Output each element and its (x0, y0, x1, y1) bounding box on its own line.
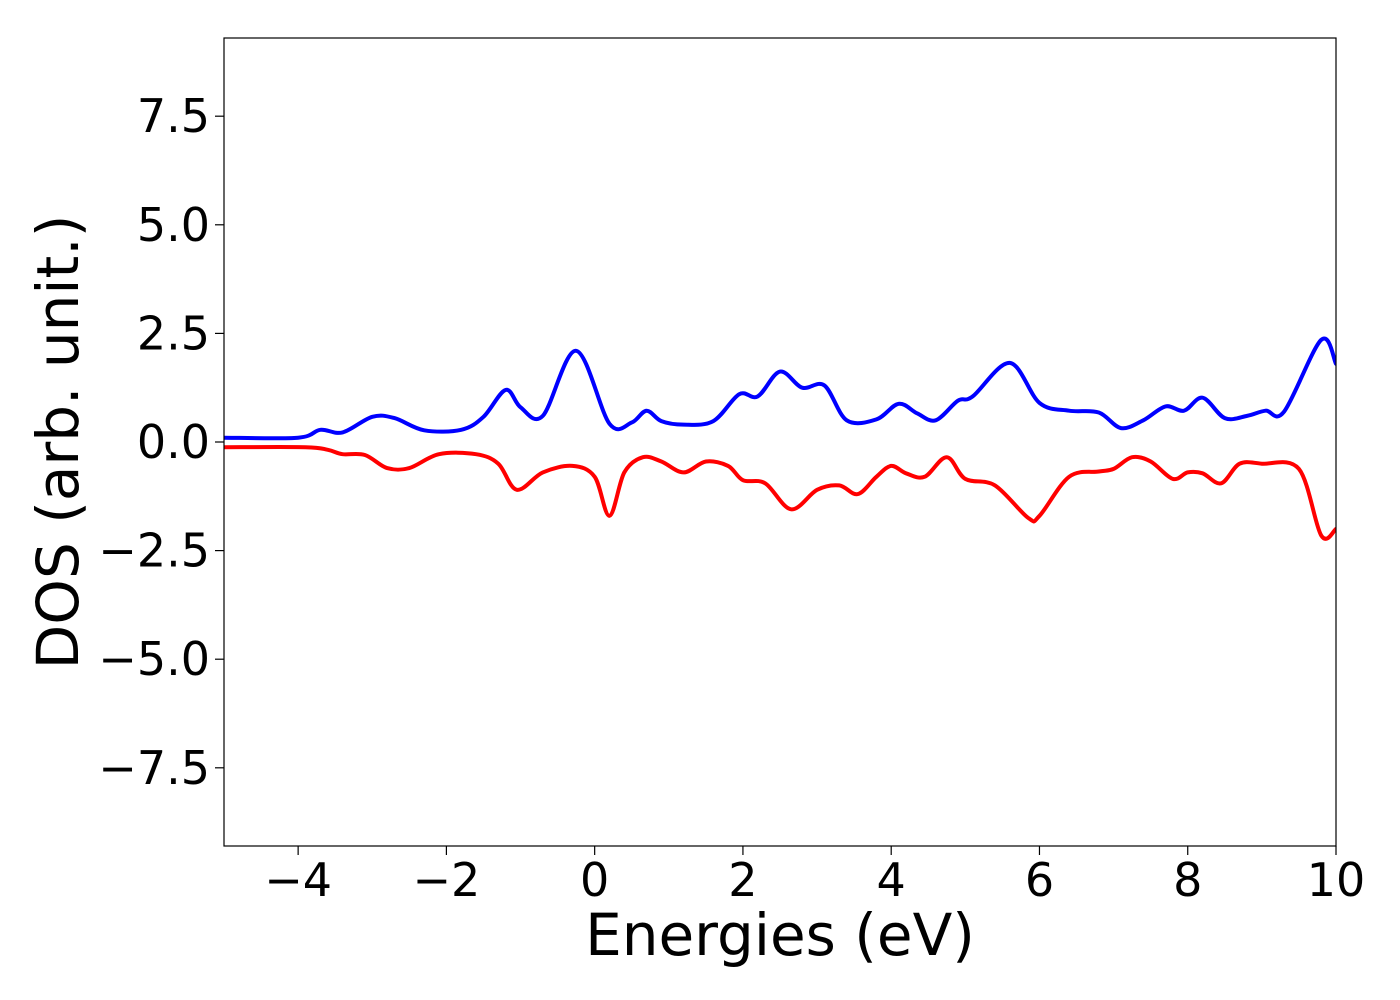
x-tick-label: 2 (728, 853, 757, 907)
y-tick-label: 0.0 (137, 415, 210, 469)
plot-background (224, 38, 1336, 846)
series-line-2 (224, 445, 1336, 541)
y-axis: 7.5 5.0 2.5 0.0 −2.5 −5.0 −7.5 (98, 89, 224, 795)
x-tick-label: 10 (1307, 853, 1366, 907)
y-tick-label: 2.5 (137, 306, 210, 360)
y-tick-label: −7.5 (98, 741, 210, 795)
series-layer (224, 336, 1336, 541)
x-tick-label: 8 (1173, 853, 1202, 907)
series-line-1 (224, 336, 1336, 441)
x-tick-label: 0 (580, 853, 609, 907)
x-tick-label: 6 (1025, 853, 1054, 907)
x-axis: −4 −2 0 2 4 6 8 10 (264, 846, 1365, 907)
x-tick-label: 4 (877, 853, 906, 907)
y-tick-label: −5.0 (98, 632, 210, 686)
y-axis-title: DOS (arb. unit.) (24, 215, 92, 670)
y-tick-label: 7.5 (137, 89, 210, 143)
x-tick-label: −4 (264, 853, 332, 907)
x-tick-label: −2 (412, 853, 480, 907)
x-axis-title: Energies (eV) (585, 901, 975, 969)
y-tick-label: −2.5 (98, 524, 210, 578)
y-tick-label: 5.0 (137, 198, 210, 252)
